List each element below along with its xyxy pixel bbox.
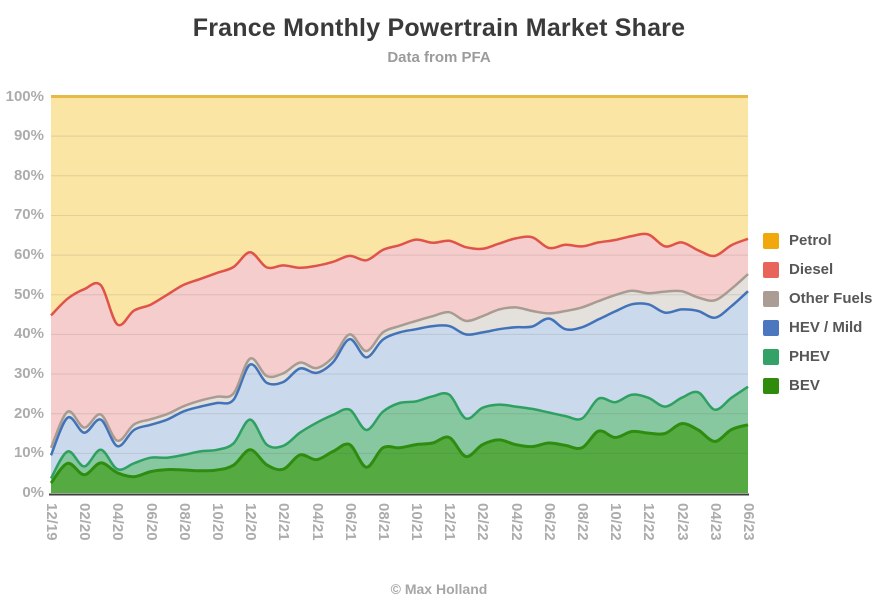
series-line-bev [49, 422, 749, 485]
series-line-diesel [50, 232, 749, 327]
legend-item-phev[interactable]: PHEV [763, 342, 872, 371]
x-axis-label: 12/19 [43, 503, 60, 541]
x-axis-label: 02/20 [76, 503, 94, 541]
x-axis-label: 12/21 [441, 503, 459, 541]
x-axis-label: 10/20 [208, 503, 226, 541]
x-axis-label: 06/21 [341, 503, 359, 541]
y-axis-label: 30% [13, 365, 44, 383]
y-axis-label: 50% [13, 285, 44, 303]
legend-swatch-icon [763, 232, 779, 249]
x-axis-label: 02/21 [275, 503, 293, 541]
y-axis-label: 80% [13, 166, 44, 184]
x-axis-label: 06/23 [740, 503, 757, 541]
x-axis-label: 04/20 [109, 503, 127, 541]
credit-text: © Max Holland [390, 581, 488, 597]
legend-item-petrol[interactable]: Petrol [763, 226, 872, 255]
series-line-other-fuels [49, 273, 749, 449]
y-axis-label: 40% [13, 325, 44, 343]
legend-item-hev-mild[interactable]: HEV / Mild [763, 313, 872, 342]
y-axis-label: 70% [13, 206, 44, 224]
x-axis-label: 04/22 [507, 503, 525, 541]
x-axis-label: 08/22 [574, 503, 592, 541]
legend-swatch-icon [763, 319, 779, 336]
x-axis-label: 02/23 [673, 503, 691, 541]
x-axis-label: 12/20 [242, 503, 260, 541]
legend-item-label: Other Fuels [789, 290, 873, 307]
y-axis-label: 60% [13, 246, 44, 264]
legend-swatch-icon [763, 290, 779, 307]
legend-item-label: PHEV [789, 348, 830, 365]
y-axis-label: 0% [22, 484, 44, 501]
legend-item-label: Diesel [789, 261, 834, 278]
x-axis-label: 08/21 [374, 503, 392, 541]
x-axis-label: 06/20 [142, 503, 160, 541]
legend-swatch-icon [763, 377, 779, 394]
x-axis-label: 02/22 [474, 503, 492, 541]
legend-item-label: Petrol [789, 232, 832, 249]
chart-title: France Monthly Powertrain Market Share [192, 14, 686, 42]
x-axis-label: 08/20 [175, 503, 193, 541]
x-axis-label: 06/22 [540, 503, 558, 541]
y-axis-label: 100% [5, 87, 44, 105]
y-axis-label: 90% [13, 127, 44, 145]
legend-swatch-icon [763, 348, 779, 365]
y-axis-label: 10% [13, 444, 44, 462]
legend-item-label: BEV [789, 377, 820, 394]
x-axis-label: 10/21 [408, 503, 426, 541]
y-axis-label: 20% [13, 404, 44, 422]
x-axis-label: 04/23 [706, 503, 724, 541]
series-line-hev-mild [49, 290, 749, 456]
x-axis-label: 12/22 [640, 503, 658, 541]
chart-subtitle: Data from PFA [387, 49, 491, 66]
legend-item-diesel[interactable]: Diesel [763, 255, 872, 284]
legend: Petrol Diesel Other Fuels HEV / Mild PHEV BEV [763, 226, 872, 400]
x-axis-label: 04/21 [308, 503, 326, 541]
legend-swatch-icon [763, 261, 779, 278]
legend-item-other-fuels[interactable]: Other Fuels [763, 284, 872, 313]
series-line-phev [49, 385, 749, 479]
legend-item-label: HEV / Mild [789, 319, 863, 336]
x-axis-label: 10/22 [607, 503, 625, 541]
legend-item-bev[interactable]: BEV [763, 371, 872, 400]
area-bev[interactable] [51, 423, 748, 493]
